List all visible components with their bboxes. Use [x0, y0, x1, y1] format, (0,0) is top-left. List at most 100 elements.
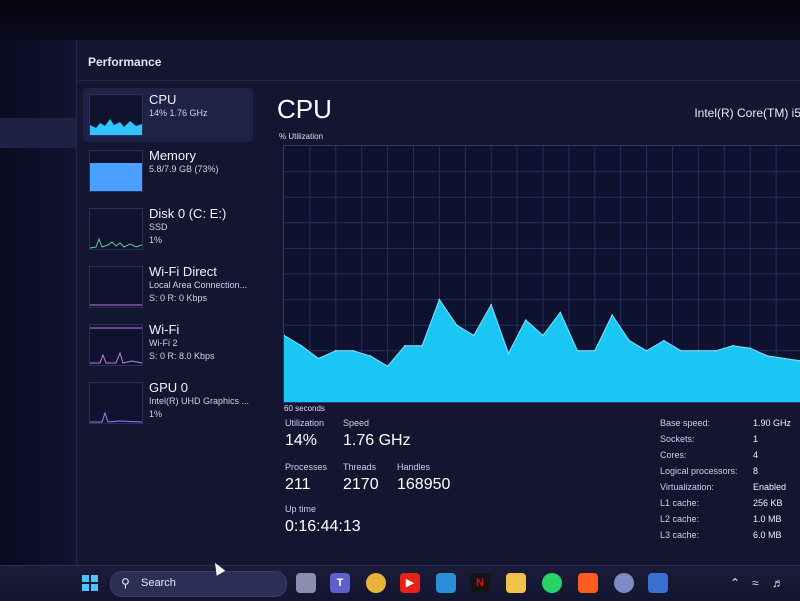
sidebar-item-cpu[interactable]: CPU 14% 1.76 GHz — [83, 88, 253, 142]
task-manager-icon[interactable] — [648, 573, 668, 593]
cpu-title: CPU — [277, 94, 332, 124]
cores-label: Cores: — [660, 450, 687, 460]
base-speed-value: 1.90 GHz — [753, 418, 792, 428]
cpu-detail-panel: CPU Intel(R) Core(TM) i5 % Utilization 6… — [273, 88, 800, 558]
logical-processors-label: Logical processors: — [660, 466, 738, 476]
l1-cache-label: L1 cache: — [660, 498, 700, 508]
uptime-label: Up time — [285, 504, 317, 514]
processes-value: 211 — [285, 476, 311, 493]
utilization-label: Utilization — [285, 418, 325, 428]
wifi-icon[interactable]: ≈ — [752, 576, 759, 590]
wifi-thumbnail — [89, 324, 143, 366]
cpu-utilization-point — [645, 350, 648, 352]
cpu-utilization-graph — [283, 145, 800, 403]
handles-label: Handles — [397, 462, 431, 472]
l3-cache-label: L3 cache: — [660, 530, 700, 540]
cpu-utilization-point — [594, 350, 596, 352]
sidebar-item-detail: 14% 1.76 GHz — [149, 108, 208, 118]
store-icon[interactable] — [436, 573, 456, 593]
cpu-thumbnail — [89, 94, 143, 136]
cpu-utilization-point — [404, 344, 406, 347]
cpu-graph-svg — [284, 146, 800, 402]
cpu-utilization-point — [507, 352, 510, 355]
logical-processors-value: 8 — [753, 466, 759, 476]
cpu-utilization-point — [542, 334, 544, 337]
threads-value: 2170 — [343, 476, 379, 493]
resource-list: CPU 14% 1.76 GHz Memory 5.8/7.9 GB (73%)… — [77, 88, 257, 488]
screen-bezel — [0, 0, 800, 40]
windows-start-icon[interactable] — [80, 573, 100, 593]
sidebar-item-detail: Local Area Connection... — [149, 280, 248, 290]
cpu-utilization-point — [438, 298, 441, 301]
speed-value: 1.76 GHz — [343, 432, 411, 449]
search-input[interactable]: ⚲ Search — [110, 571, 287, 597]
cpu-utilization-point — [352, 350, 354, 352]
sidebar-item-detail: SSD — [149, 222, 168, 232]
whatsapp-icon[interactable] — [542, 573, 562, 593]
sockets-value: 1 — [753, 434, 759, 444]
cpu-utilization-point — [628, 339, 631, 342]
sidebar-item-wifi-direct[interactable]: Wi-Fi Direct Local Area Connection... S:… — [83, 260, 253, 314]
netflix-icon[interactable]: N — [470, 573, 490, 593]
processes-label: Processes — [285, 462, 328, 472]
cpu-utilization-area — [284, 299, 800, 402]
sidebar-item-label: GPU 0 — [149, 380, 189, 395]
memory-thumbnail — [89, 150, 143, 192]
uptime-value: 0:16:44:13 — [285, 518, 361, 535]
handles-value: 168950 — [397, 476, 451, 493]
file-explorer-icon[interactable] — [506, 573, 526, 593]
cpu-utilization-point — [317, 357, 320, 360]
search-icon: ⚲ — [121, 576, 130, 590]
sidebar-item-detail: 1% — [149, 409, 163, 419]
cpu-utilization-point — [611, 314, 613, 316]
sidebar-item-label: CPU — [149, 92, 177, 107]
cpu-utilization-point — [421, 344, 423, 347]
title-bar: Performance — [77, 40, 800, 81]
cpu-utilization-point — [473, 334, 475, 337]
threads-label: Threads — [343, 462, 377, 472]
virtualization-label: Virtualization: — [660, 482, 714, 492]
speed-label: Speed — [343, 418, 370, 428]
base-speed-label: Base speed: — [660, 418, 711, 428]
sidebar-item-label: Wi-Fi — [149, 322, 180, 337]
soundcloud-icon[interactable] — [578, 573, 598, 593]
cpu-utilization-point — [783, 357, 786, 360]
speaker-icon[interactable]: ♬ — [772, 576, 784, 590]
page-title: Performance — [88, 55, 162, 69]
utilization-value: 14% — [285, 432, 318, 449]
l2-cache-value: 1.0 MB — [753, 514, 782, 524]
sidebar-item-disk[interactable]: Disk 0 (C: E:) SSD 1% — [83, 202, 253, 256]
sidebar-item-gpu[interactable]: GPU 0 Intel(R) UHD Graphics ... 1% — [83, 376, 253, 430]
cpu-utilization-point — [455, 324, 458, 326]
app-icon[interactable] — [614, 573, 634, 593]
utilization-axis-label: % Utilization — [279, 132, 324, 141]
cpu-utilization-point — [369, 355, 372, 357]
cpu-utilization-point — [697, 350, 700, 352]
cpu-utilization-point — [766, 355, 769, 357]
cpu-model-name: Intel(R) Core(TM) i5 — [694, 106, 800, 120]
sidebar-item-detail: Intel(R) UHD Graphics ... — [149, 396, 250, 406]
cores-value: 4 — [753, 450, 759, 460]
teams-icon[interactable]: T — [330, 573, 350, 593]
cpu-utilization-point — [490, 303, 492, 306]
sidebar-item-detail: 5.8/7.9 GB (73%) — [149, 164, 219, 174]
sidebar-item-detail: S: 0 R: 8.0 Kbps — [149, 351, 215, 361]
sidebar-item-wifi[interactable]: Wi-Fi Wi-Fi 2 S: 0 R: 8.0 Kbps — [83, 318, 253, 372]
chevron-up-icon[interactable]: ⌃ — [730, 576, 741, 590]
sidebar-item-detail: 1% — [149, 235, 163, 245]
l3-cache-value: 6.0 MB — [753, 530, 782, 540]
task-view-icon[interactable] — [296, 573, 316, 593]
sockets-label: Sockets: — [660, 434, 695, 444]
l1-cache-value: 256 KB — [753, 498, 783, 508]
cpu-utilization-point — [284, 334, 285, 337]
background-window-strip — [0, 40, 76, 565]
cpu-utilization-point — [576, 350, 579, 352]
youtube-icon[interactable]: ▶ — [400, 573, 420, 593]
chrome-icon[interactable] — [366, 573, 386, 593]
sidebar-item-memory[interactable]: Memory 5.8/7.9 GB (73%) — [83, 144, 253, 198]
l2-cache-label: L2 cache: — [660, 514, 700, 524]
cpu-utilization-point — [732, 344, 734, 347]
taskbar: ⚲ Search T ▶ N ⌃ ≈ ♬ — [0, 565, 800, 601]
gpu-thumbnail — [89, 382, 143, 424]
disk-thumbnail — [89, 208, 143, 250]
